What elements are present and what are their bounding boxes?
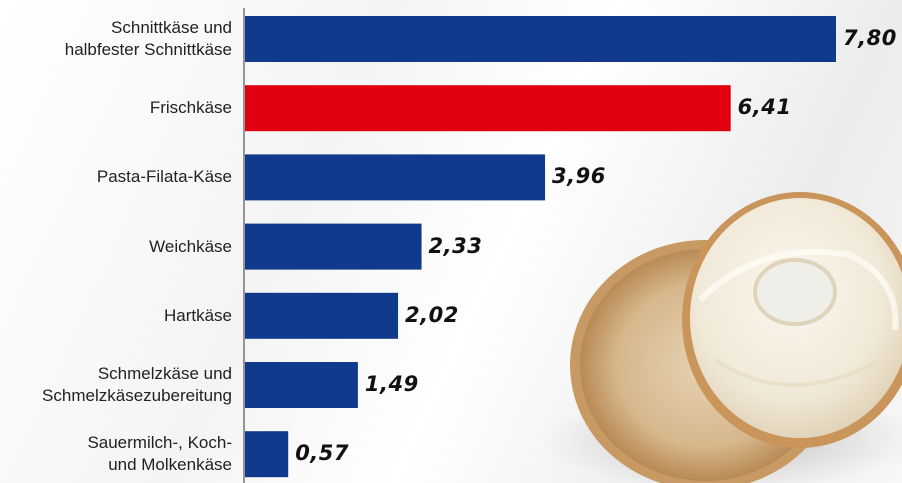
value-label-6: 0,57 <box>295 441 350 466</box>
category-label-5: Schmelzkäse und Schmelzkäsezubereitung <box>42 364 232 405</box>
bar-3 <box>245 223 422 270</box>
category-label-6: Sauermilch-, Koch- und Molkenkäse <box>87 433 232 475</box>
value-label-3: 2,33 <box>428 233 483 258</box>
category-label-1: Frischkäse <box>149 98 232 118</box>
value-label-2: 3,96 <box>552 164 606 189</box>
bar-2 <box>245 154 546 201</box>
category-label-2: Pasta-Filata-Käse <box>96 167 232 187</box>
value-label-1: 6,41 <box>737 95 792 120</box>
category-label-4: Hartkäse <box>163 305 232 325</box>
bar-0 <box>245 16 836 62</box>
value-label-0: 7,80 <box>843 26 897 50</box>
value-label-5: 1,49 <box>364 372 419 396</box>
bar-5 <box>245 362 358 408</box>
bar-6 <box>245 431 289 478</box>
bar-1 <box>245 85 731 132</box>
bar-4 <box>245 292 399 339</box>
value-label-4: 2,02 <box>405 302 459 327</box>
category-label-3: Weichkäse <box>149 236 232 256</box>
category-label-0: Schnittkäse und halbfester Schnittkäse <box>64 18 232 59</box>
